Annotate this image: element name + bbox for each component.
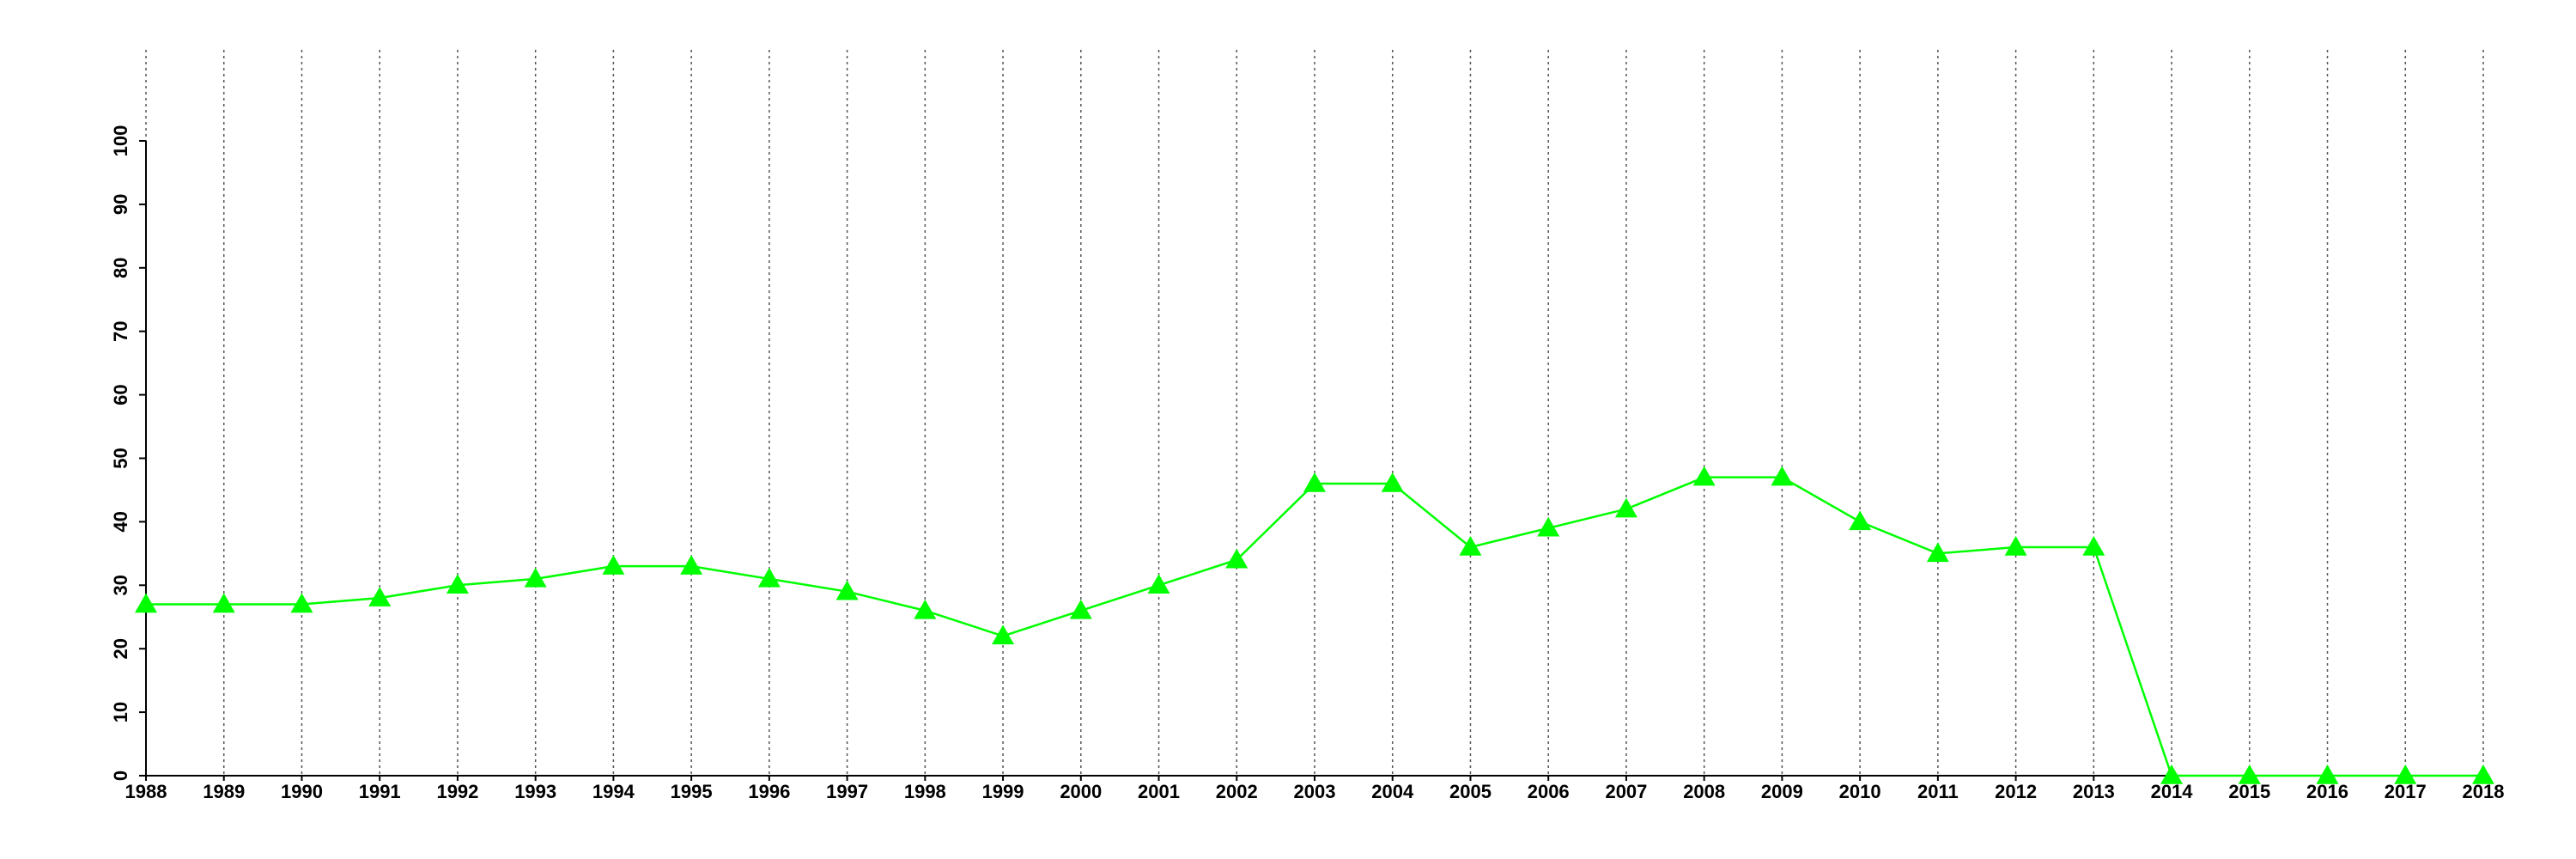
data-point: [446, 574, 469, 594]
y-tick-label: 30: [110, 575, 131, 595]
data-point: [680, 555, 703, 575]
x-tick-label: 2013: [2073, 781, 2115, 802]
x-tick-label: 1998: [904, 781, 946, 802]
y-tick-label: 20: [110, 638, 131, 659]
x-tick-label: 2012: [1995, 781, 2037, 802]
data-point: [2472, 765, 2494, 784]
y-tick-label: 60: [110, 384, 131, 405]
y-tick-label: 80: [110, 258, 131, 278]
data-point: [835, 580, 859, 600]
data-point: [757, 567, 781, 588]
data-point: [1381, 472, 1404, 492]
x-tick-label: 1993: [514, 781, 556, 802]
x-tick-label: 1991: [359, 781, 401, 802]
x-tick-label: 2011: [1917, 781, 1959, 802]
x-tick-label: 2009: [1761, 781, 1803, 802]
y-tick-label: 50: [110, 448, 131, 468]
y-tick-label: 90: [110, 194, 131, 215]
x-tick-label: 2002: [1216, 781, 1258, 802]
x-tick-label: 2000: [1060, 781, 1102, 802]
x-tick-label: 1990: [281, 781, 323, 802]
data-point: [1692, 466, 1716, 486]
x-tick-label: 1988: [125, 781, 167, 802]
data-point: [1225, 548, 1249, 569]
x-tick-label: 2010: [1839, 781, 1881, 802]
data-point: [212, 593, 235, 613]
x-tick-label: 2004: [1371, 781, 1414, 802]
data-point: [2160, 765, 2184, 784]
x-tick-label: 1989: [203, 781, 245, 802]
data-point: [2238, 765, 2261, 784]
x-tick-label: 2018: [2463, 781, 2505, 802]
x-tick-label: 2005: [1449, 781, 1492, 802]
x-tick-label: 1994: [592, 781, 635, 802]
x-tick-label: 2008: [1683, 781, 1725, 802]
data-point: [2082, 535, 2105, 556]
y-tick-label: 10: [110, 702, 131, 722]
data-point: [2394, 765, 2417, 784]
data-point: [290, 593, 313, 613]
x-tick-label: 2003: [1294, 781, 1336, 802]
x-tick-label: 1997: [826, 781, 868, 802]
data-point: [524, 567, 547, 588]
data-point: [914, 599, 937, 619]
data-point: [135, 593, 157, 613]
data-point: [1849, 510, 1872, 531]
data-point: [1771, 466, 1794, 486]
y-tick-label: 70: [110, 320, 131, 341]
y-tick-label: 100: [110, 125, 131, 157]
data-point: [1069, 599, 1092, 619]
data-point: [2316, 765, 2339, 784]
data-point: [1459, 535, 1482, 556]
x-tick-label: 2017: [2385, 781, 2427, 802]
data-point: [602, 555, 625, 575]
data-point: [992, 624, 1015, 645]
x-tick-label: 2001: [1138, 781, 1180, 802]
x-tick-label: 2014: [2151, 781, 2194, 802]
data-point: [1614, 497, 1637, 518]
data-point: [368, 587, 392, 606]
x-tick-label: 2007: [1605, 781, 1647, 802]
x-tick-label: 1996: [748, 781, 790, 802]
x-tick-label: 2016: [2306, 781, 2348, 802]
data-point: [1926, 542, 1949, 563]
x-tick-label: 1995: [671, 781, 713, 802]
x-tick-label: 2006: [1528, 781, 1570, 802]
x-tick-label: 1992: [436, 781, 478, 802]
data-point: [2004, 535, 2027, 556]
x-tick-label: 2015: [2228, 781, 2270, 802]
data-point: [1303, 472, 1326, 492]
y-tick-label: 0: [110, 771, 131, 781]
x-tick-label: 1999: [982, 781, 1024, 802]
data-point: [1147, 574, 1170, 594]
data-point: [1537, 516, 1560, 537]
y-tick-label: 40: [110, 511, 131, 532]
